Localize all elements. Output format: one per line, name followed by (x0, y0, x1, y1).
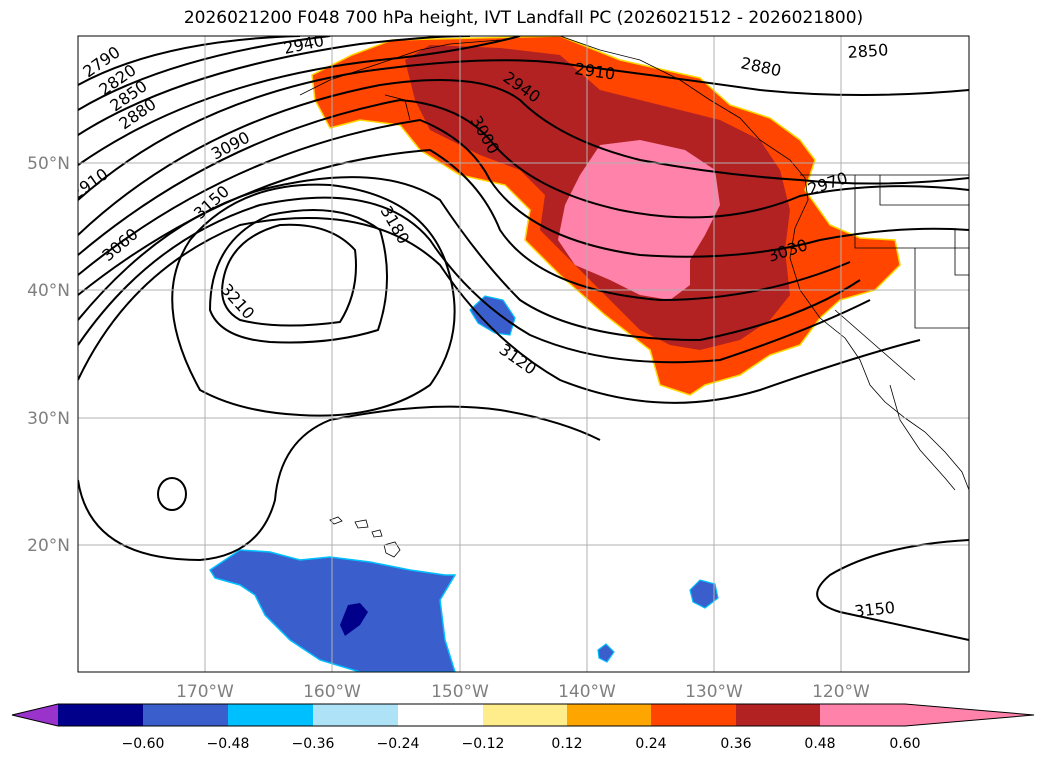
colorbar-segment (228, 704, 313, 726)
ivt-positive-pink-core (558, 140, 720, 300)
colorbar-tick-label: −0.24 (377, 736, 420, 752)
colorbar-tick-label: 0.48 (804, 736, 835, 752)
colorbar-left-extend (12, 704, 58, 726)
ivt-negative-blue-east-3 (597, 643, 615, 663)
contour-label: 3120 (496, 340, 540, 379)
colorbar-tick-label: 0.12 (551, 736, 582, 752)
contour-label: 2910 (67, 164, 111, 203)
contour-3150-ring (171, 183, 456, 417)
colorbar-segment (313, 704, 398, 726)
colorbar-tick-label: −0.12 (462, 736, 505, 752)
contour-label: 2940 (282, 31, 326, 58)
contour-small-high-ring (157, 477, 187, 511)
colorbar-tick-label: −0.60 (122, 736, 165, 752)
colorbar-segment (398, 704, 483, 726)
contour-label: 2970 (805, 168, 850, 199)
colorbar-ticks: −0.60 −0.48 −0.36 −0.24 −0.12 0.12 0.24 … (122, 736, 921, 752)
ivt-negative-blue-east-1 (469, 295, 516, 336)
colorbar-tick-label: −0.48 (207, 736, 250, 752)
map-frame (77, 35, 970, 673)
latitude-labels: 50°N 40°N 30°N 20°N (27, 154, 70, 556)
map-title: 2026021200 F048 700 hPa height, IVT Land… (183, 8, 864, 28)
north-america-coastline (559, 36, 969, 491)
colorbar-segment (567, 704, 651, 726)
contour-label: 2850 (847, 40, 889, 62)
contour-2910 (78, 59, 969, 201)
lon-label-120w: 120°W (812, 682, 870, 702)
contour-3090 (78, 196, 871, 364)
colorbar-right-extend (905, 704, 1034, 726)
plot-area: 2790 2820 2850 2880 2910 2940 2940 3000 … (67, 31, 969, 672)
contour-2790 (78, 36, 301, 86)
contour-label: 3150 (853, 598, 895, 621)
colorbar-tick-label: 0.60 (889, 736, 920, 752)
contour-2940 (78, 79, 969, 236)
contour-3180-ring (208, 209, 389, 344)
colorbar-tick-label: −0.36 (292, 736, 335, 752)
lon-label-140w: 140°W (558, 682, 616, 702)
contour-3210-ring (220, 223, 357, 327)
colorbar-tick-label: 0.24 (635, 736, 666, 752)
ivt-negative-blue-east-2 (689, 579, 719, 609)
colorbar-segment (143, 704, 228, 726)
contour-3150-east (816, 539, 969, 641)
lon-label-150w: 150°W (431, 682, 489, 702)
graticule (78, 36, 969, 672)
contour-2850-west (78, 36, 471, 136)
lat-label-40: 40°N (27, 281, 70, 301)
contour-3120-south-loop (78, 405, 601, 562)
lat-label-30: 30°N (27, 409, 70, 429)
lat-label-50: 50°N (27, 154, 70, 174)
contour-3120 (78, 217, 921, 404)
colorbar-segment (58, 704, 143, 726)
colorbar-outline (11, 703, 1035, 727)
colorbar-tick-label: 0.36 (720, 736, 751, 752)
lat-label-20: 20°N (27, 536, 70, 556)
colorbar-segment (736, 704, 820, 726)
baja-coastline (889, 384, 956, 491)
colorbar-segment (651, 704, 736, 726)
contour-2970 (78, 98, 969, 256)
contour-2880-west (78, 36, 521, 166)
contour-3000 (78, 118, 969, 276)
contour-label: 3060 (98, 224, 141, 265)
colorbar-segment (820, 704, 905, 726)
lon-label-160w: 160°W (303, 682, 361, 702)
longitude-labels: 170°W 160°W 150°W 140°W 130°W 120°W (176, 682, 870, 702)
colorbar-segment (483, 704, 567, 726)
state-borders (800, 174, 969, 381)
lon-label-170w: 170°W (176, 682, 234, 702)
hawaii-islands (329, 516, 401, 558)
contour-2820 (78, 36, 331, 111)
contour-label: 2880 (739, 53, 783, 80)
contour-3060 (78, 176, 861, 342)
colorbar: −0.60 −0.48 −0.36 −0.24 −0.12 0.12 0.24 … (11, 703, 1035, 752)
lon-label-130w: 130°W (685, 682, 743, 702)
ivt-negative-darkblue-spot (340, 603, 368, 636)
